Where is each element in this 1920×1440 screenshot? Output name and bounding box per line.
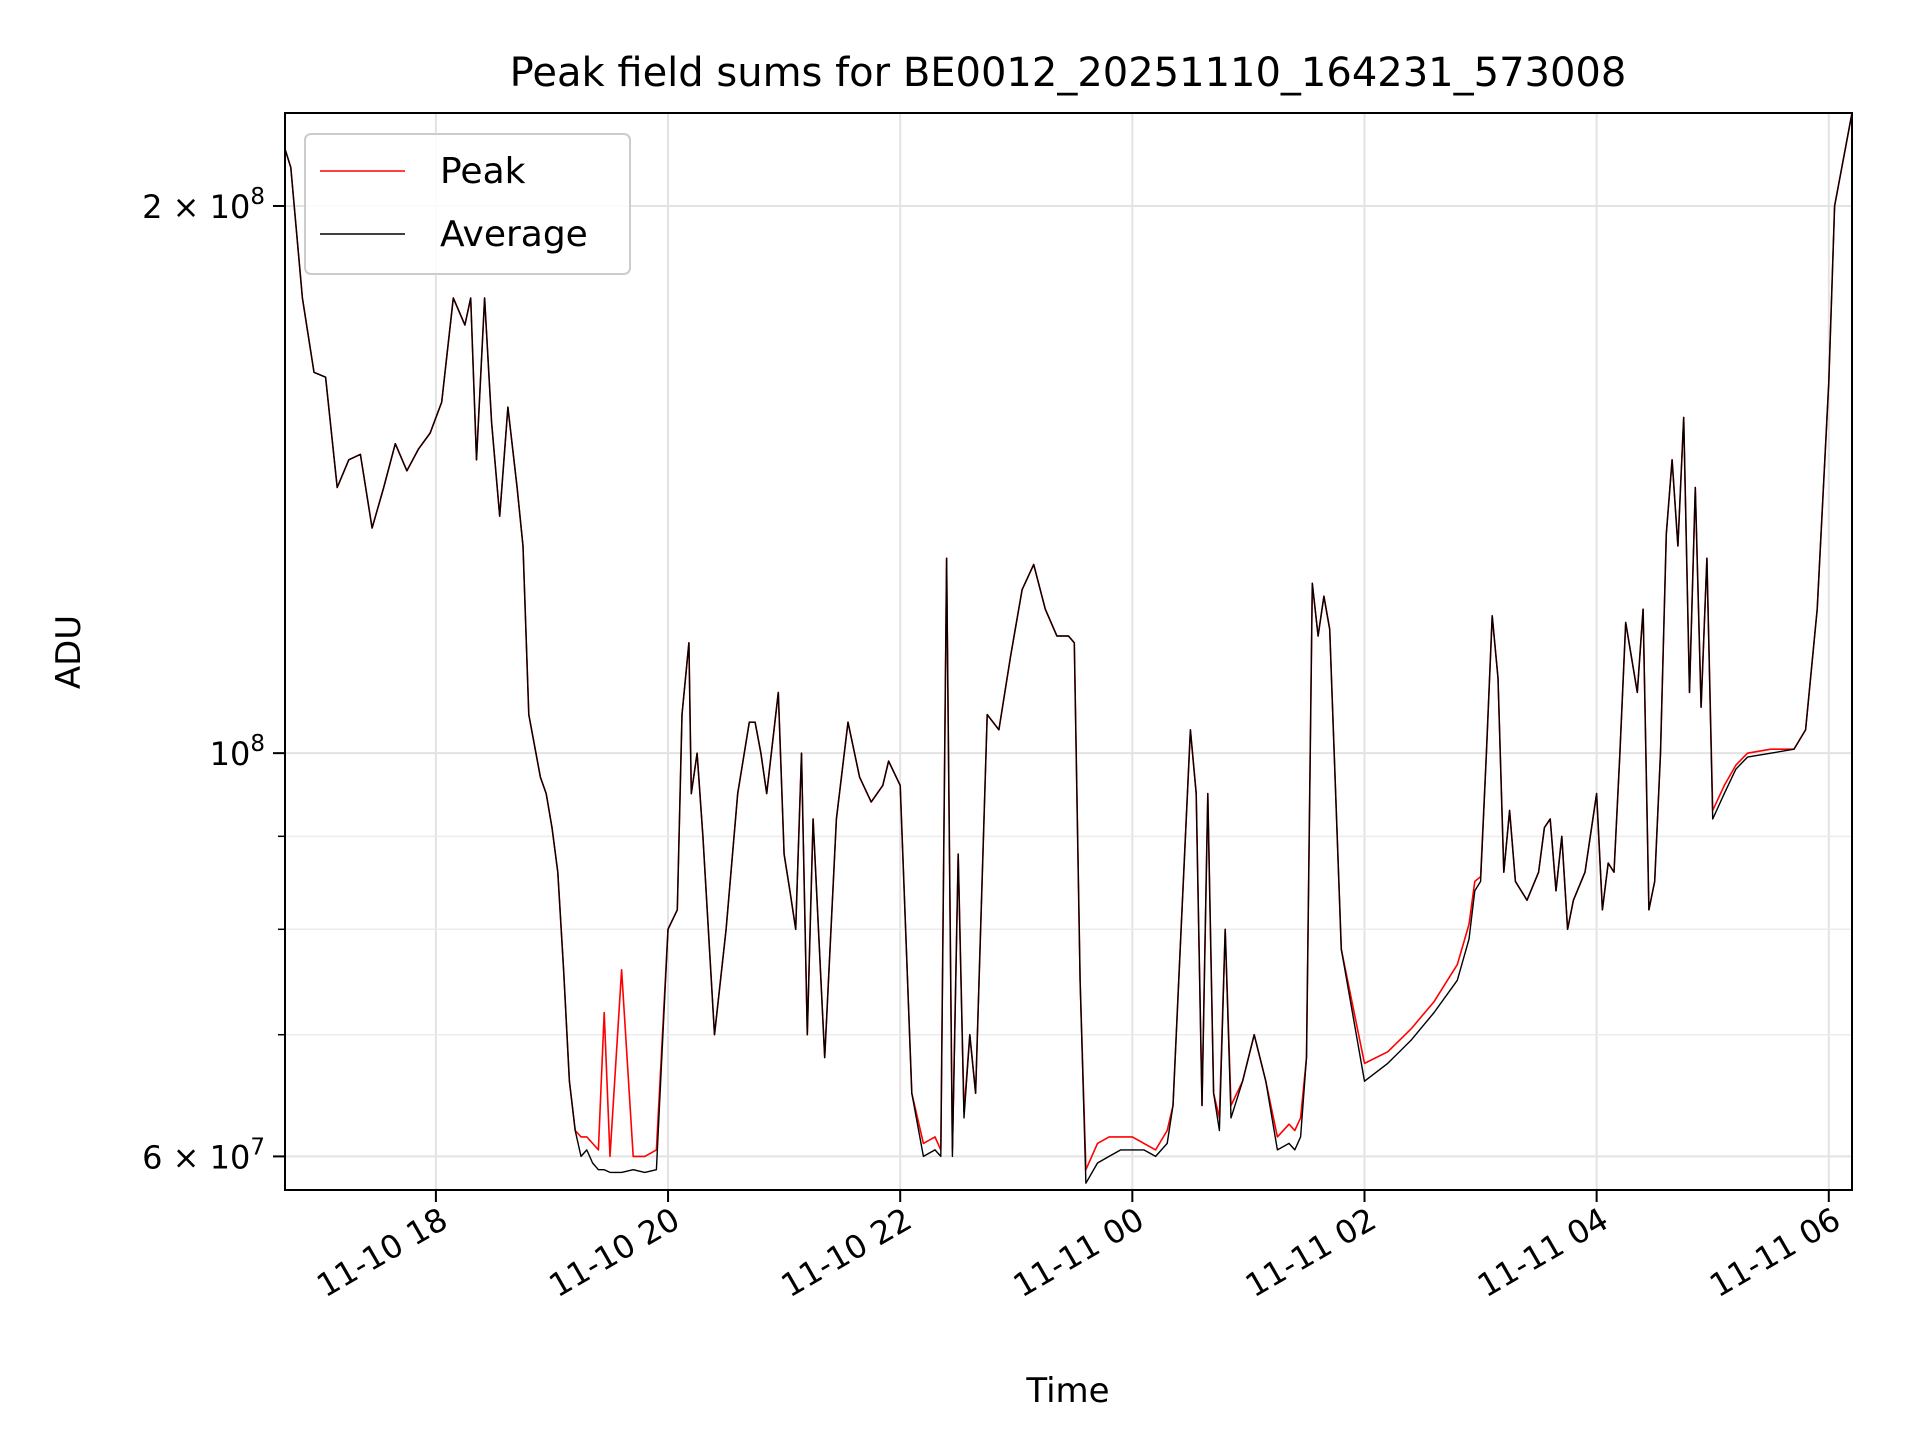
chart-title: Peak field sums for BE0012_20251110_1642… — [510, 50, 1627, 96]
y-tick-base: 10 — [210, 1138, 251, 1176]
legend-box — [304, 133, 631, 275]
x-axis-label: Time — [1025, 1371, 1109, 1411]
legend-average-label: Average — [440, 214, 588, 255]
y-tick-label: 2 × 108 — [142, 184, 265, 226]
legend-peak-label: Peak — [440, 151, 526, 192]
y-tick-exponent: 8 — [250, 731, 265, 757]
legend: Peak Average — [304, 133, 631, 275]
y-tick-label: 6 × 107 — [142, 1134, 265, 1176]
y-tick-exponent: 8 — [250, 184, 265, 210]
series-group — [285, 113, 1852, 1184]
plot-frame — [284, 112, 1853, 1191]
y-tick-mantissa: 6 — [142, 1138, 162, 1176]
y-tick-exponent: 7 — [250, 1134, 265, 1160]
y-tick-times: × — [162, 1138, 209, 1176]
y-tick-times: × — [162, 188, 209, 226]
y-tick-base: 10 — [210, 735, 251, 773]
y-tick-mantissa: 2 — [142, 188, 162, 226]
average-series-line — [285, 113, 1852, 1184]
y-tick-label: 108 — [210, 731, 265, 773]
y-axis-label: ADU — [49, 615, 89, 689]
y-tick-base: 10 — [210, 188, 251, 226]
